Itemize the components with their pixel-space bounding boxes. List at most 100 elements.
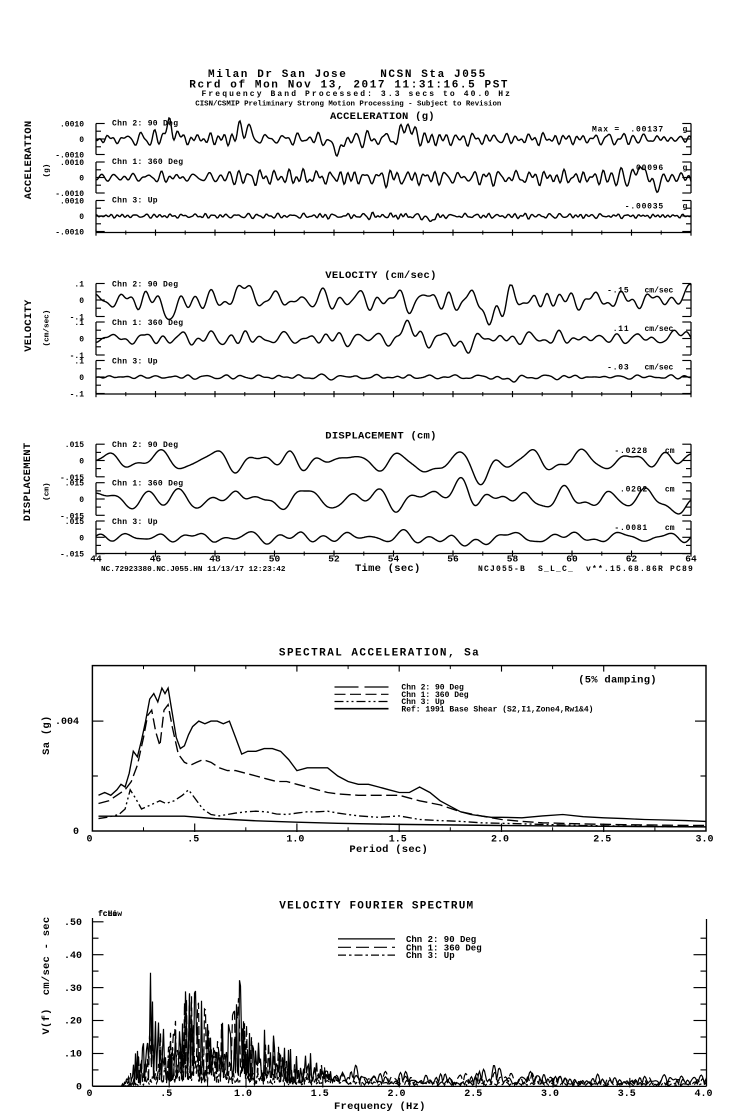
svg-text:-.15: -.15 (607, 287, 629, 296)
svg-text:64: 64 (685, 554, 697, 565)
svg-text:Chn 1: 360 Deg: Chn 1: 360 Deg (112, 158, 183, 167)
svg-text:0: 0 (73, 827, 79, 838)
svg-text:0: 0 (79, 297, 84, 306)
svg-text:.11: .11 (613, 325, 630, 334)
svg-text:.015: .015 (65, 441, 84, 450)
svg-text:cm: cm (665, 524, 675, 533)
svg-text:Chn 2: 90 Deg: Chn 2: 90 Deg (112, 441, 178, 450)
svg-text:2.0: 2.0 (387, 1089, 405, 1100)
svg-text:62: 62 (626, 554, 638, 565)
svg-text:(g): (g) (43, 164, 51, 178)
svg-text:.0010: .0010 (60, 198, 84, 207)
svg-text:1.0: 1.0 (234, 1089, 252, 1100)
svg-text:.1: .1 (74, 319, 84, 328)
svg-text:-.0010: -.0010 (55, 229, 84, 238)
svg-text:g: g (683, 126, 689, 135)
svg-text:0: 0 (86, 1089, 92, 1100)
svg-text:DISPLACEMENT (cm): DISPLACEMENT (cm) (325, 430, 436, 442)
svg-text:0: 0 (79, 496, 84, 505)
svg-text:(cm): (cm) (44, 482, 52, 500)
svg-text:.00137: .00137 (630, 126, 664, 135)
svg-text:VELOCITY: VELOCITY (23, 299, 35, 352)
svg-text:(cm/sec): (cm/sec) (44, 310, 52, 347)
svg-text:0: 0 (79, 213, 84, 222)
svg-text:Frequency (Hz): Frequency (Hz) (334, 1101, 426, 1113)
svg-text:Rcrd of Mon Nov 13, 2017 11:31: Rcrd of Mon Nov 13, 2017 11:31:16.5 PST (189, 80, 509, 92)
svg-text:3.0: 3.0 (695, 835, 713, 846)
svg-text:Milan Dr San Jose NCSN Sta: Milan Dr San Jose NCSN Sta J055 (208, 69, 487, 81)
svg-text:Chn 2: 90 Deg: Chn 2: 90 Deg (112, 120, 178, 129)
svg-text:.5: .5 (160, 1089, 172, 1100)
svg-text:0: 0 (79, 534, 84, 543)
svg-text:cm: cm (665, 486, 675, 495)
svg-text:DISPLACEMENT: DISPLACEMENT (22, 443, 34, 522)
svg-text:ACCELERATION (g): ACCELERATION (g) (330, 111, 435, 123)
svg-text:54: 54 (388, 554, 400, 565)
svg-text:-.0010: -.0010 (55, 152, 84, 161)
svg-text:Chn 2: 90 Deg: Chn 2: 90 Deg (401, 684, 464, 693)
svg-text:.20: .20 (64, 1017, 82, 1028)
svg-text:0: 0 (86, 835, 92, 846)
svg-text:V(f) cm/sec - sec: V(f) cm/sec - sec (41, 917, 53, 1035)
svg-text:0: 0 (79, 175, 84, 184)
svg-text:SPECTRAL ACCELERATION, Sa: SPECTRAL ACCELERATION, Sa (279, 648, 480, 660)
svg-text:.1: .1 (74, 281, 84, 290)
svg-text:Chn 3: Up: Chn 3: Up (406, 951, 455, 961)
svg-text:(5% damping): (5% damping) (578, 675, 657, 687)
svg-text:.0202: .0202 (620, 486, 648, 495)
svg-text:-.015: -.015 (60, 512, 84, 521)
svg-text:cm/sec: cm/sec (645, 287, 674, 296)
svg-text:.015: .015 (65, 480, 84, 489)
svg-text:Chn 1: 360 Deg: Chn 1: 360 Deg (112, 480, 183, 489)
svg-text:58: 58 (507, 554, 519, 565)
svg-text:Max =: Max = (592, 126, 620, 135)
svg-text:-.0081: -.0081 (614, 524, 648, 533)
svg-text:0: 0 (79, 458, 84, 467)
svg-text:56: 56 (447, 554, 459, 565)
svg-text:Chn 1: 360 Deg: Chn 1: 360 Deg (112, 319, 183, 328)
svg-text:NCJ055-B S_L_C_ v**.15.68.86: NCJ055-B S_L_C_ v**.15.68.86R PC89 (478, 565, 694, 574)
svg-text:46: 46 (150, 554, 162, 565)
svg-text:CISN/CSMIP Preliminary Strong: CISN/CSMIP Preliminary Strong Motion Pro… (195, 100, 501, 108)
svg-text:.40: .40 (64, 951, 82, 962)
svg-text:.0010: .0010 (60, 159, 84, 168)
svg-text:Chn 3: Up: Chn 3: Up (112, 197, 158, 206)
svg-text:-.1: -.1 (70, 391, 85, 400)
svg-text:NC.72923380.NC.J055.HN 11/13/1: NC.72923380.NC.J055.HN 11/13/17 12:23:42 (101, 566, 286, 574)
svg-text:.015: .015 (65, 518, 84, 527)
svg-text:cm/sec: cm/sec (645, 325, 674, 334)
svg-text:Ref: 1991 Base Shear (S2,I1,Zo: Ref: 1991 Base Shear (S2,I1,Zone4,Rw1&4) (401, 705, 593, 714)
svg-text:1.5: 1.5 (389, 835, 407, 846)
svg-text:-.015: -.015 (60, 551, 84, 560)
svg-text:2.0: 2.0 (491, 835, 509, 846)
svg-text:Sa (g): Sa (g) (41, 715, 53, 754)
svg-text:Chn 2: 90 Deg: Chn 2: 90 Deg (112, 281, 178, 290)
svg-text:0: 0 (79, 136, 84, 145)
svg-text:-.03: -.03 (607, 364, 629, 373)
svg-text:.30: .30 (64, 984, 82, 995)
svg-text:Chn 1: 360 Deg: Chn 1: 360 Deg (406, 943, 482, 953)
svg-text:4.0: 4.0 (694, 1089, 712, 1100)
svg-text:-.1: -.1 (70, 314, 85, 323)
svg-text:.0010: .0010 (60, 121, 84, 130)
svg-text:0: 0 (79, 336, 84, 345)
svg-text:cm: cm (665, 447, 675, 456)
svg-text:fcHi: fcHi (98, 910, 117, 919)
svg-text:60: 60 (566, 554, 578, 565)
svg-text:50: 50 (269, 554, 281, 565)
svg-text:-.0228: -.0228 (614, 447, 648, 456)
svg-text:-.00035: -.00035 (625, 203, 664, 212)
svg-text:2.5: 2.5 (464, 1089, 482, 1100)
svg-text:0: 0 (79, 374, 84, 383)
svg-text:VELOCITY (cm/sec): VELOCITY (cm/sec) (325, 270, 436, 282)
svg-text:.004: .004 (55, 717, 79, 728)
svg-text:.50: .50 (64, 918, 82, 929)
svg-text:Chn 1: 360 Deg: Chn 1: 360 Deg (401, 691, 468, 700)
svg-text:g: g (683, 164, 689, 173)
svg-text:Chn 2: 90 Deg: Chn 2: 90 Deg (406, 935, 476, 945)
svg-text:-.015: -.015 (60, 474, 84, 483)
svg-text:.00096: .00096 (630, 164, 664, 173)
svg-text:VELOCITY FOURIER SPECTRUM: VELOCITY FOURIER SPECTRUM (279, 901, 474, 913)
svg-text:2.5: 2.5 (593, 835, 611, 846)
svg-text:g: g (683, 203, 689, 212)
